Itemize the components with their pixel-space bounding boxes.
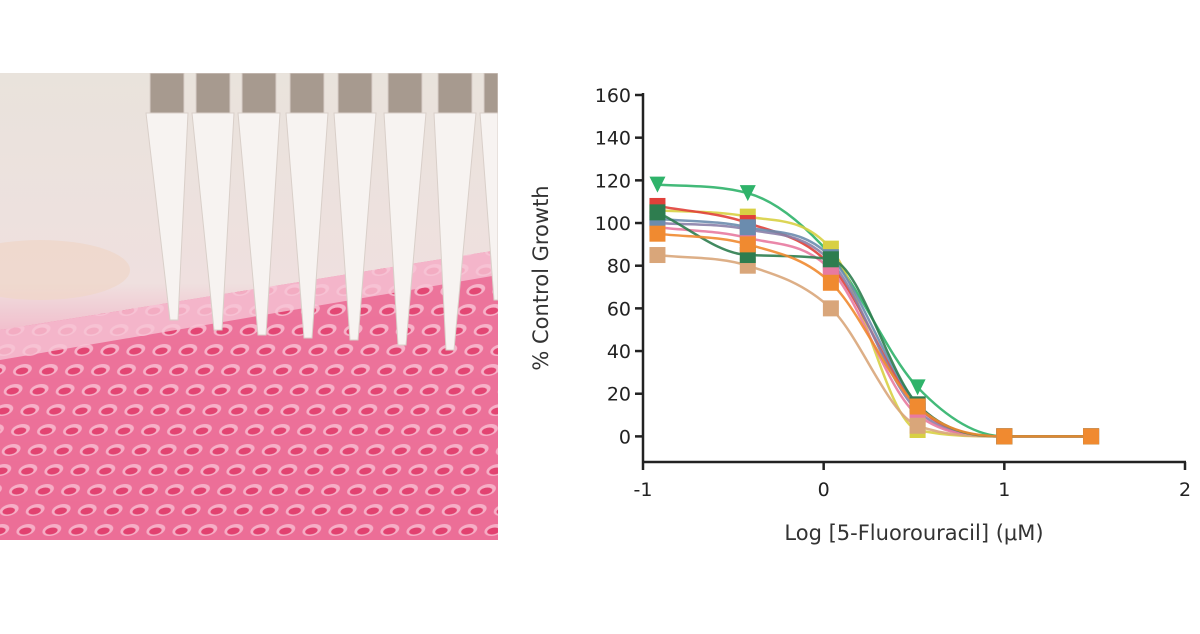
data-point bbox=[996, 428, 1013, 445]
data-point bbox=[822, 251, 839, 268]
data-point bbox=[649, 176, 666, 193]
x-tick-label: 2 bbox=[1179, 479, 1191, 501]
y-tick-label: 80 bbox=[607, 256, 631, 278]
data-point bbox=[649, 225, 666, 242]
data-point bbox=[1083, 428, 1100, 445]
y-tick-label: 0 bbox=[619, 426, 631, 448]
data-point bbox=[739, 185, 756, 202]
x-tick-label: 0 bbox=[818, 479, 830, 501]
x-tick-label: -1 bbox=[634, 479, 653, 501]
data-point bbox=[909, 398, 926, 415]
y-axis-label: % Control Growth bbox=[529, 185, 553, 370]
x-tick-label: 1 bbox=[998, 479, 1010, 501]
data-point bbox=[739, 219, 756, 236]
y-tick-label: 100 bbox=[595, 213, 631, 235]
fit-line bbox=[657, 217, 1092, 438]
y-tick-label: 60 bbox=[607, 298, 631, 320]
data-point bbox=[909, 417, 926, 434]
data-point bbox=[822, 274, 839, 291]
y-tick-label: 120 bbox=[595, 170, 631, 192]
y-tick-label: 140 bbox=[595, 128, 631, 150]
data-point bbox=[649, 204, 666, 221]
y-tick-label: 40 bbox=[607, 341, 631, 363]
data-point bbox=[909, 379, 926, 396]
x-axis-label: Log [5-Fluorouracil] (μM) bbox=[784, 521, 1043, 545]
data-point bbox=[822, 300, 839, 317]
fit-line bbox=[656, 211, 1092, 438]
y-tick-label: 160 bbox=[595, 85, 631, 107]
photo bbox=[0, 73, 498, 540]
data-point bbox=[649, 247, 666, 264]
y-tick-label: 20 bbox=[607, 384, 631, 406]
data-point bbox=[739, 236, 756, 253]
